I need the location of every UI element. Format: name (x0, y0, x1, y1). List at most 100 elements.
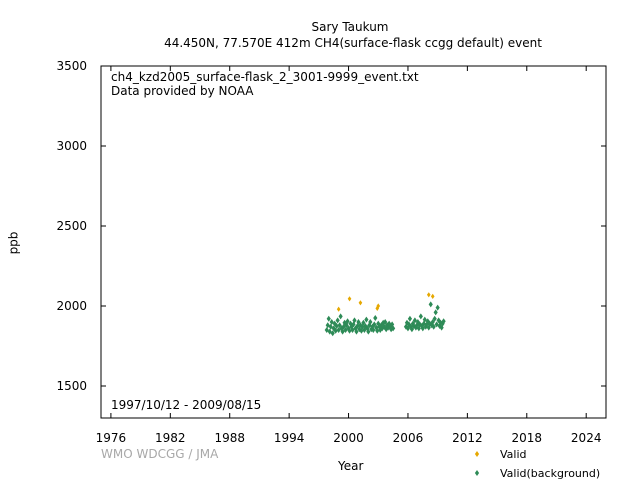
y-tick-label: 1500 (56, 379, 87, 393)
data-point-background (383, 319, 388, 325)
data-point-valid (347, 296, 352, 302)
data-point-valid (375, 305, 380, 311)
data-point-background (373, 315, 378, 321)
data-point-background (437, 323, 442, 329)
data-point-background (405, 325, 411, 332)
data-point-background (413, 324, 418, 331)
data-point-background (337, 322, 342, 329)
data-point-background (350, 327, 355, 333)
y-tick-label: 3000 (56, 139, 87, 153)
x-tick-label: 2012 (452, 431, 483, 445)
data-point-background (369, 326, 374, 333)
data-point-background (344, 322, 349, 329)
data-point-background (424, 321, 429, 328)
legend-marker-valid (474, 451, 480, 457)
data-point-background (431, 323, 436, 330)
data-point-background (360, 323, 365, 330)
data-period: 1997/10/12 - 2009/08/15 (111, 398, 262, 412)
data-point-background (374, 324, 379, 331)
data-point-background (352, 317, 357, 324)
data-point-background (356, 319, 361, 325)
data-point-background (338, 313, 343, 320)
data-point-background (353, 325, 358, 332)
data-point-background (387, 320, 392, 327)
data-point-background (385, 322, 390, 329)
data-point-valid (430, 293, 435, 299)
data-point-background (421, 320, 426, 327)
data-point-background (403, 323, 409, 330)
data-point-background (345, 318, 350, 325)
data-point-background (326, 315, 331, 322)
y-tick-label: 2500 (56, 219, 87, 233)
x-tick-label: 2006 (393, 431, 424, 445)
data-point-background (419, 323, 424, 329)
x-tick-label: 1988 (214, 431, 245, 445)
data-point-background (331, 325, 336, 332)
data-point-background (409, 326, 415, 333)
watermark: WMO WDCGG / JMA (101, 447, 219, 461)
data-point-background (365, 325, 370, 332)
data-point-background (416, 325, 421, 332)
data-point-background (368, 319, 373, 325)
data-point-background (357, 326, 362, 333)
legend-marker-background (474, 470, 480, 476)
data-point-background (391, 325, 396, 332)
x-axis-label: Year (338, 459, 364, 473)
data-point-background (390, 321, 395, 328)
data-point-background (439, 324, 444, 331)
data-point-background (382, 323, 387, 330)
data-point-background (347, 327, 352, 334)
data-point-background (377, 323, 382, 330)
data-point-background (441, 318, 446, 325)
data-point-background (328, 323, 333, 330)
data-point-background (408, 323, 414, 330)
y-axis-label: ppb (6, 231, 21, 255)
data-point-background (335, 317, 340, 324)
data-point-background (381, 319, 386, 326)
legend-label-valid: Valid (500, 448, 527, 461)
x-tick-label: 1994 (274, 431, 305, 445)
data-point-background (364, 316, 369, 323)
data-point-background (432, 315, 437, 322)
data-point-background (363, 323, 368, 329)
data-point-background (429, 322, 434, 329)
data-point-background (372, 321, 377, 328)
data-point-valid (336, 306, 341, 312)
data-point-background (407, 315, 413, 322)
data-point-background (428, 301, 433, 308)
data-point-background (342, 319, 347, 326)
data-point-background (379, 322, 384, 329)
plot-frame (100, 65, 607, 419)
y-tick-label: 2000 (56, 299, 87, 313)
data-point-background (389, 326, 394, 333)
data-point-background (410, 320, 416, 327)
data-point-background (334, 323, 339, 329)
data-point-background (355, 323, 360, 329)
data-point-background (333, 327, 338, 334)
data-point-background (435, 304, 440, 311)
data-point-background (371, 327, 376, 333)
y-tick-label: 3500 (56, 59, 87, 73)
data-point-background (366, 328, 371, 335)
data-point-background (427, 320, 432, 327)
data-point-valid (358, 300, 363, 306)
data-point-background (358, 322, 363, 329)
data-point-background (440, 320, 445, 327)
data-point-background (430, 319, 435, 325)
x-tick-label: 2018 (512, 431, 543, 445)
data-point-background (336, 327, 341, 333)
data-point-background (415, 319, 420, 325)
data-point-background (354, 328, 359, 335)
chart-title: Sary Taukum (311, 20, 389, 34)
data-point-background (418, 313, 423, 320)
data-point-background (339, 325, 344, 332)
data-provider: Data provided by NOAA (111, 84, 254, 98)
chart-subtitle: 44.450N, 77.570E 412m CH4(surface-flask … (164, 36, 542, 50)
data-filename: ch4_kzd2005_surface-flask_2_3001-9999_ev… (111, 70, 419, 84)
data-point-background (423, 323, 428, 330)
data-point-background (361, 319, 366, 326)
x-tick-label: 1976 (96, 431, 127, 445)
data-point-background (411, 323, 417, 329)
legend-label-background: Valid(background) (500, 467, 601, 480)
